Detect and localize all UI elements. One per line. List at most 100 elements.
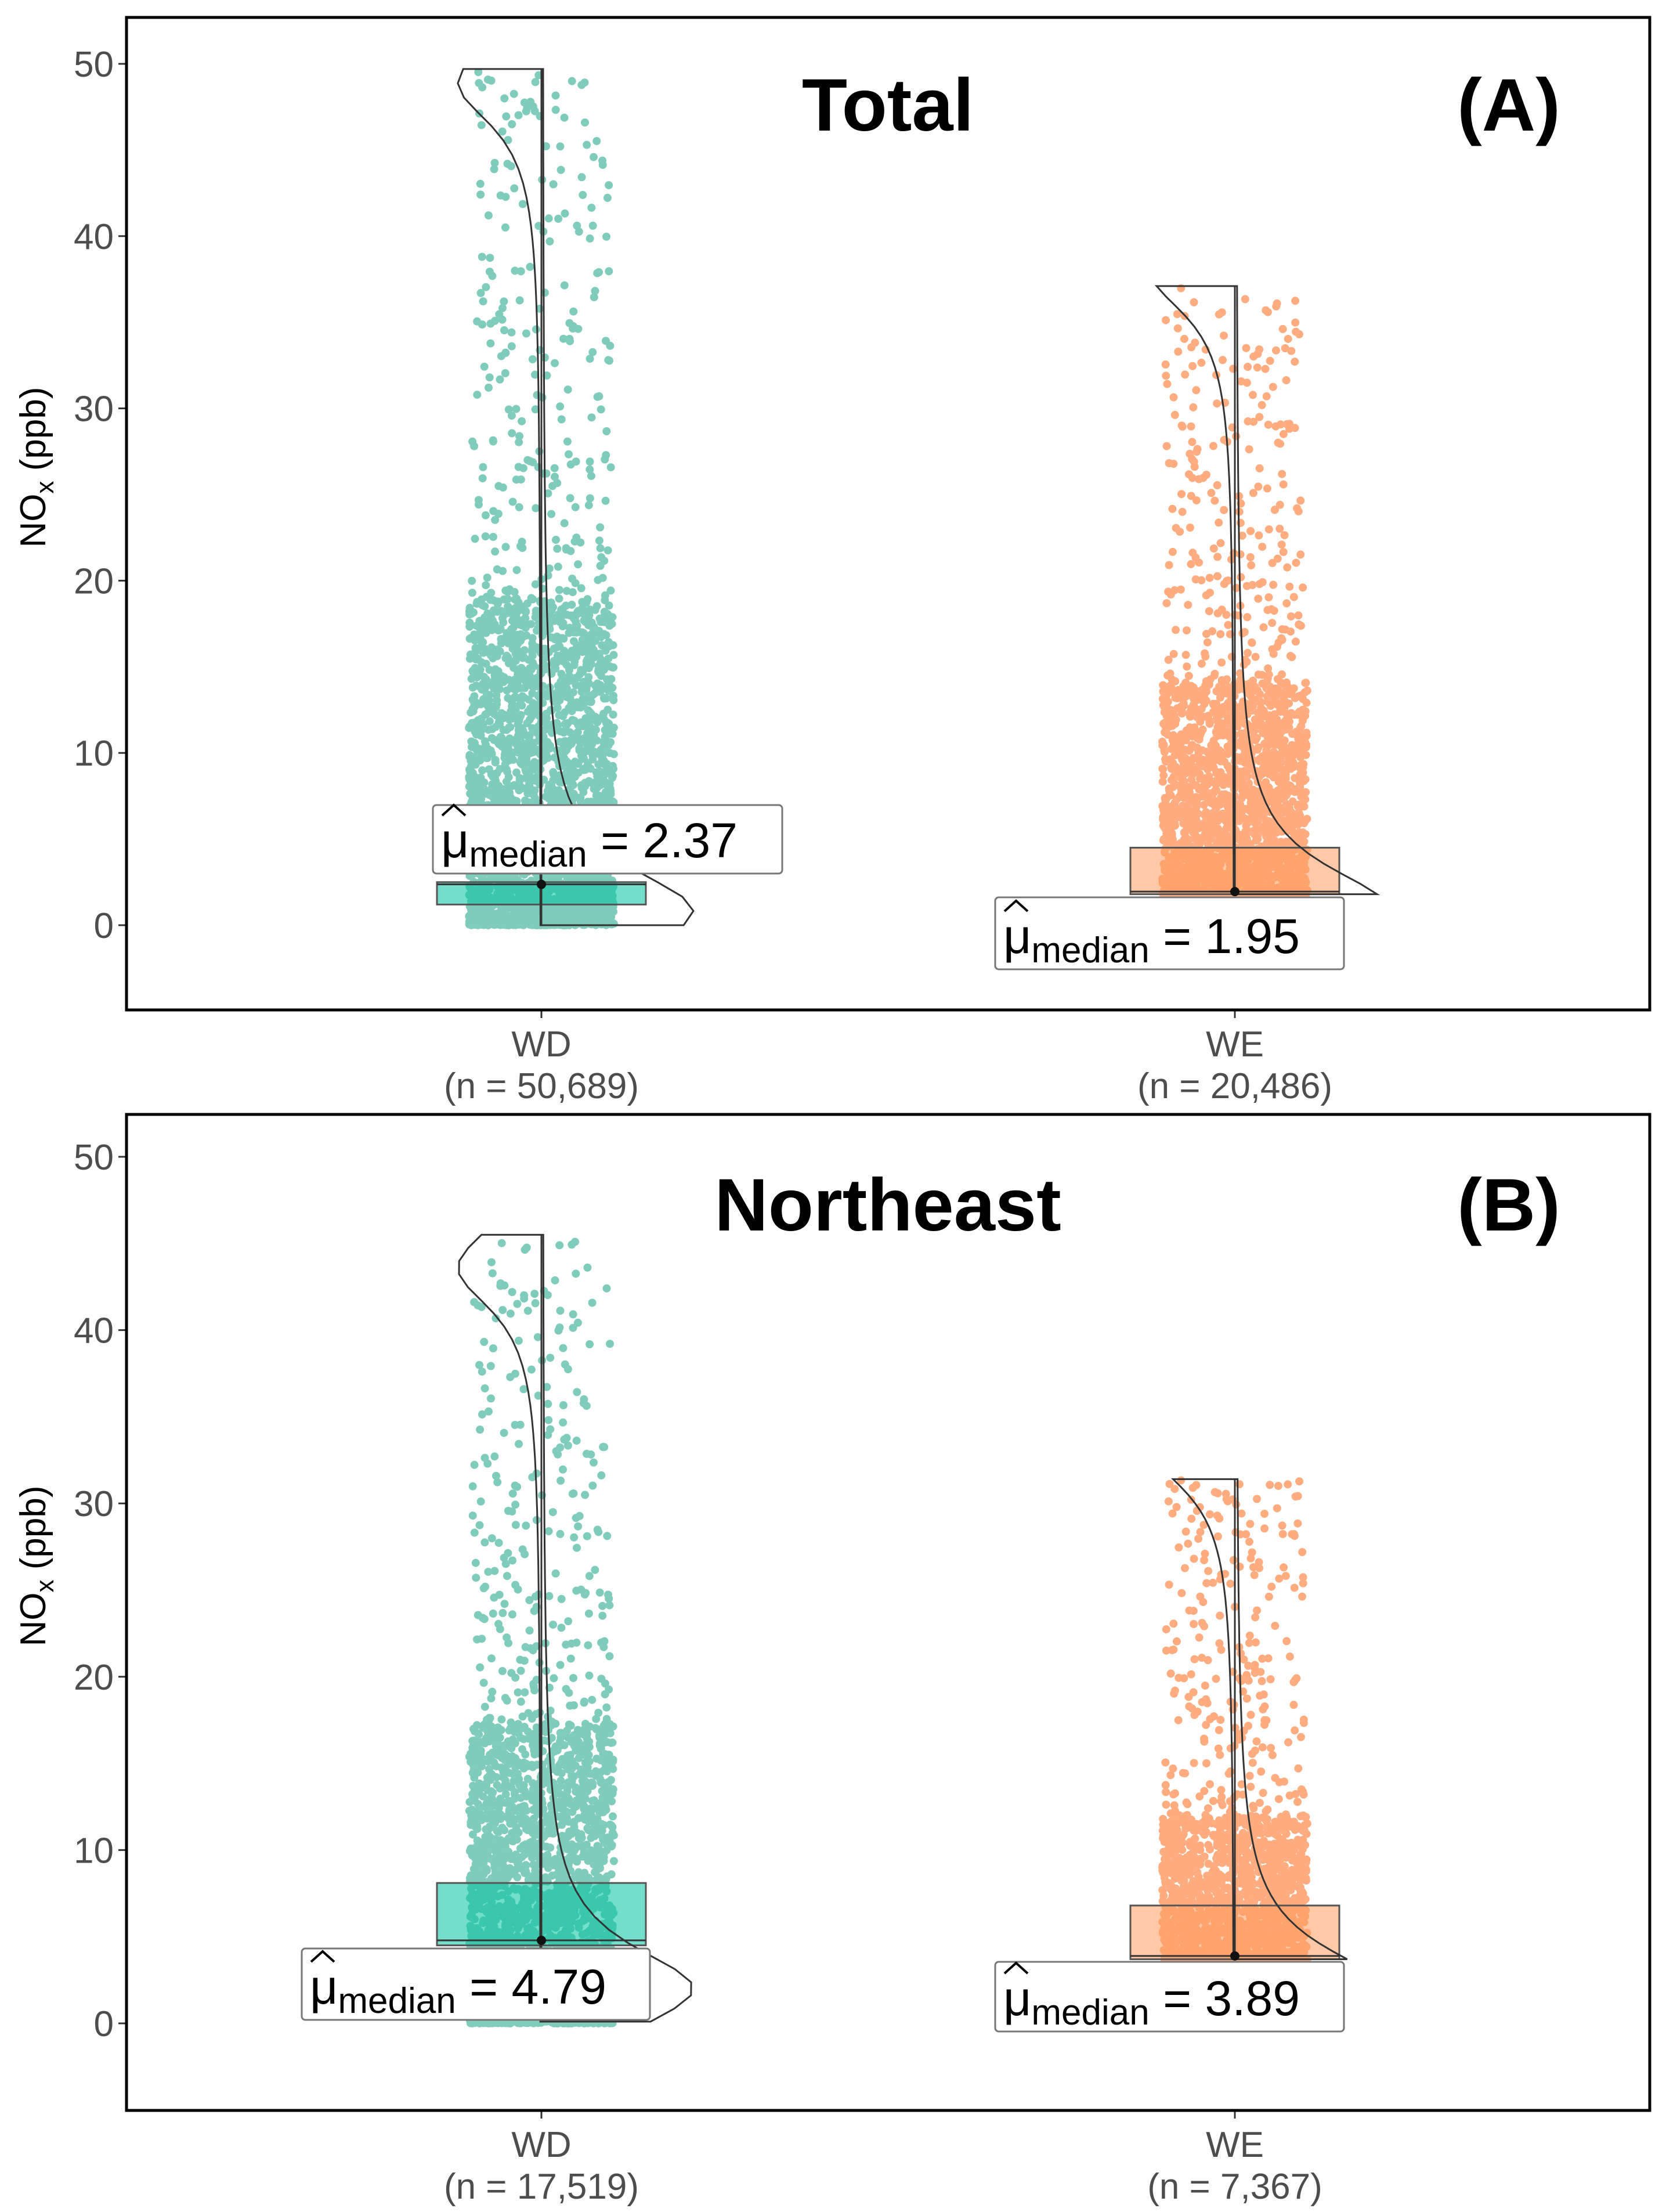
data-point: [508, 497, 517, 506]
data-point: [512, 405, 521, 413]
data-point: [605, 181, 613, 190]
data-point: [572, 628, 581, 637]
data-point: [528, 689, 537, 698]
data-point: [560, 676, 569, 685]
data-point: [548, 788, 556, 796]
data-point: [601, 591, 609, 600]
data-point: [501, 586, 510, 595]
data-point: [609, 771, 617, 780]
y-axis-label-sub: x: [31, 481, 59, 493]
data-point: [473, 317, 482, 326]
data-point: [609, 641, 617, 649]
data-point: [560, 113, 569, 122]
y-axis-label: NOx (ppb): [13, 387, 59, 548]
data-point: [604, 687, 613, 695]
data-point: [532, 607, 540, 615]
data-point: [533, 391, 541, 399]
data-point: [574, 607, 583, 615]
data-point: [596, 523, 605, 532]
data-point: [606, 341, 615, 350]
data-point: [584, 673, 593, 681]
data-point: [465, 752, 474, 761]
data-point: [518, 692, 527, 701]
data-point: [526, 262, 534, 271]
data-point: [475, 792, 484, 801]
data-point: [502, 112, 511, 121]
data-point: [518, 417, 526, 425]
data-point: [601, 455, 609, 464]
data-point: [496, 375, 504, 384]
data-point: [471, 698, 479, 707]
data-point: [473, 630, 482, 639]
data-point: [1220, 703, 1229, 712]
data-point: [568, 77, 576, 85]
data-point: [473, 391, 482, 399]
data-point: [568, 647, 576, 655]
data-point: [556, 402, 565, 411]
data-point: [554, 636, 563, 645]
data-point: [594, 576, 602, 584]
data-point: [509, 89, 518, 98]
data-point: [515, 503, 523, 511]
data-point: [527, 712, 536, 721]
data-point: [478, 252, 486, 261]
data-point: [500, 795, 509, 803]
data-point: [1223, 762, 1232, 770]
y-axis-label-main: NO: [13, 493, 53, 547]
data-point: [602, 427, 611, 435]
data-point: [480, 362, 489, 371]
data-point: [587, 698, 595, 706]
data-point: [516, 759, 525, 768]
data-point: [515, 438, 523, 446]
data-point: [577, 173, 586, 182]
data-point: [531, 78, 540, 86]
data-point: [477, 658, 486, 666]
data-point: [482, 593, 491, 601]
data-point: [474, 728, 482, 737]
data-point: [518, 200, 527, 208]
data-point: [579, 190, 587, 199]
data-point: [485, 383, 493, 392]
data-point: [528, 724, 536, 732]
data-point: [570, 661, 579, 669]
data-point: [577, 81, 586, 89]
data-point: [532, 504, 540, 513]
data-point: [602, 675, 611, 684]
data-point: [562, 587, 571, 596]
data-point: [572, 681, 580, 690]
data-point: [553, 544, 562, 553]
data-point: [505, 756, 514, 764]
data-point: [512, 475, 521, 484]
data-point: [595, 392, 603, 400]
data-point: [568, 716, 577, 724]
data-point: [608, 619, 616, 628]
data-point: [578, 755, 587, 763]
data-point: [512, 768, 521, 777]
data-point: [527, 620, 536, 629]
data-point: [468, 589, 476, 597]
data-point: [602, 232, 610, 241]
data-point: [542, 625, 551, 634]
data-point: [606, 738, 615, 746]
data-point: [478, 766, 487, 775]
data-point: [498, 905, 507, 914]
data-point: [581, 118, 589, 127]
data-point: [501, 349, 510, 358]
data-point: [484, 211, 493, 220]
data-point: [468, 683, 477, 692]
y-axis-label-unit: (ppb): [13, 387, 53, 481]
data-point: [551, 91, 560, 100]
data-point: [545, 237, 554, 246]
data-point: [520, 98, 529, 107]
data-point: [508, 644, 517, 653]
data-point: [586, 457, 594, 466]
data-point: [494, 482, 503, 490]
data-point: [522, 329, 530, 338]
data-point: [530, 906, 539, 915]
data-point: [486, 339, 495, 348]
data-point: [475, 79, 483, 88]
data-point: [477, 121, 486, 129]
data-point: [522, 631, 531, 640]
median-label-eq: = 2.37: [587, 813, 738, 868]
data-point: [609, 710, 617, 719]
